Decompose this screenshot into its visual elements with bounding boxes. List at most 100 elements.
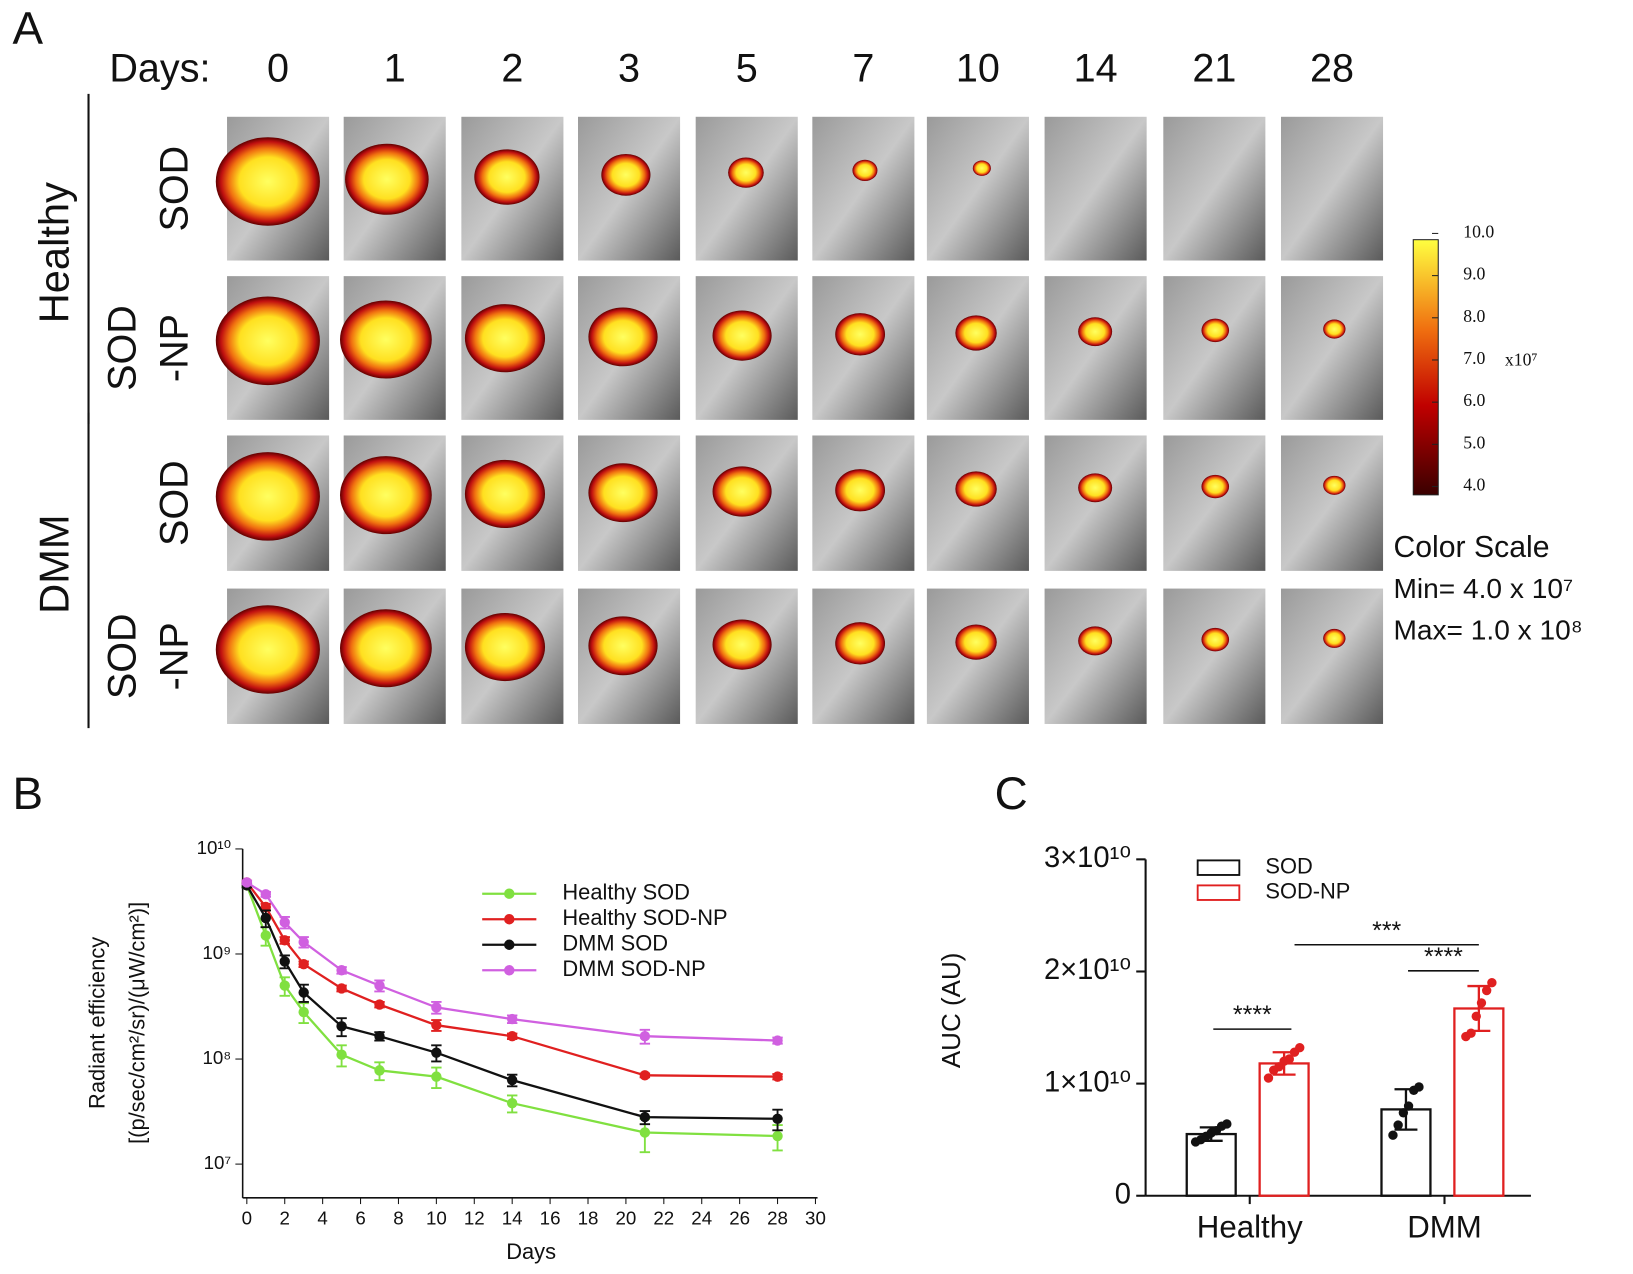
legend-swatch — [1196, 884, 1241, 901]
series-marker — [241, 877, 253, 888]
image-tile — [812, 116, 915, 261]
signal-blob — [712, 619, 772, 670]
signal-blob — [1323, 319, 1346, 339]
colorbar-tick-label: 5.0 — [1463, 432, 1485, 452]
image-tile — [1163, 276, 1266, 420]
data-point — [1263, 1073, 1274, 1083]
day-label: 2 — [501, 46, 523, 90]
image-tile — [1044, 588, 1147, 724]
y-tick-label: 0 — [1115, 1178, 1131, 1210]
significance-label: **** — [1233, 1001, 1272, 1029]
data-point — [1471, 1011, 1481, 1022]
y-axis-label: Radiant efficiency — [85, 937, 110, 1109]
data-point — [1403, 1101, 1414, 1111]
signal-blob — [464, 612, 546, 682]
signal-blob — [728, 157, 764, 188]
legend-marker — [504, 965, 515, 976]
data-point — [1398, 1108, 1409, 1118]
signal-blob — [1078, 626, 1113, 656]
colorbar — [1412, 239, 1439, 496]
data-point — [1414, 1082, 1424, 1092]
day-label: 3 — [618, 46, 640, 90]
series-marker — [279, 935, 290, 946]
data-point — [1284, 1054, 1295, 1064]
signal-blob — [588, 616, 658, 676]
day-label: 28 — [1310, 46, 1354, 90]
x-tick-label: 10 — [426, 1208, 447, 1229]
series-marker — [772, 1113, 783, 1124]
x-tick-label: 30 — [805, 1208, 826, 1229]
series-marker — [431, 1047, 442, 1058]
series-marker — [298, 987, 309, 998]
x-tick-label: 28 — [767, 1208, 788, 1229]
x-tick-label: 14 — [502, 1208, 523, 1229]
colorbar-tick-label: 7.0 — [1463, 348, 1485, 368]
series-marker — [772, 1035, 783, 1046]
x-tick-label: 6 — [355, 1208, 365, 1229]
x-axis-label: Days — [506, 1239, 556, 1264]
color-scale-min: Min= 4.0 x 10⁷ — [1393, 573, 1573, 604]
series-line — [245, 881, 778, 1078]
series-marker — [639, 1127, 651, 1138]
image-tile — [926, 116, 1029, 261]
image-tile — [1044, 116, 1147, 261]
data-point — [1295, 1043, 1305, 1053]
legend-marker — [504, 914, 515, 925]
x-tick-label: 24 — [691, 1208, 712, 1229]
group-label: DMM — [30, 514, 77, 613]
x-tick-label: 16 — [540, 1208, 561, 1229]
signal-blob — [1201, 627, 1230, 652]
series-marker — [374, 999, 385, 1010]
legend-marker — [504, 939, 515, 950]
x-tick-label: 26 — [729, 1208, 750, 1229]
y-tick-label: 10⁸ — [202, 1047, 231, 1068]
signal-blob — [1078, 317, 1113, 347]
panel-label: C — [995, 768, 1028, 819]
x-tick-label: 18 — [578, 1208, 599, 1229]
legend-label: SOD — [1265, 853, 1312, 878]
row-label: SOD — [100, 613, 144, 699]
day-label: 14 — [1074, 46, 1118, 90]
signal-blob — [215, 452, 320, 541]
legend-swatch — [1196, 859, 1241, 876]
image-tile — [1280, 116, 1384, 261]
colorbar-tick-label: 9.0 — [1463, 264, 1485, 284]
colorbar-tick-label: 8.0 — [1463, 306, 1485, 326]
signal-blob — [1323, 628, 1346, 648]
data-point — [1466, 1028, 1476, 1038]
y-tick-label: 2×10¹⁰ — [1044, 954, 1131, 986]
series-marker — [279, 980, 290, 991]
legend-label: Healthy SOD-NP — [562, 905, 727, 930]
series-marker — [506, 1013, 518, 1025]
legend-marker — [504, 888, 515, 899]
signal-blob — [972, 160, 991, 176]
significance-label: *** — [1372, 917, 1401, 945]
x-tick-label: 8 — [393, 1208, 403, 1229]
signal-blob — [852, 159, 878, 182]
series-marker — [279, 917, 290, 928]
legend-label: DMM SOD-NP — [562, 956, 705, 981]
series-marker — [374, 980, 385, 991]
series-marker — [260, 912, 271, 924]
series-marker — [639, 1111, 651, 1123]
row-label: SOD — [153, 460, 197, 546]
y-tick-label: 1×10¹⁰ — [1044, 1066, 1131, 1098]
x-tick-label: 2 — [280, 1208, 290, 1229]
signal-blob — [835, 469, 886, 512]
series-marker — [374, 1065, 385, 1076]
signal-blob — [835, 313, 886, 356]
data-point — [1481, 985, 1492, 996]
legend-label: SOD-NP — [1265, 878, 1350, 903]
signal-blob — [340, 609, 432, 688]
series-marker — [298, 1006, 309, 1018]
signal-blob — [588, 307, 658, 367]
x-tick-label: 12 — [464, 1208, 485, 1229]
y-tick-label: 10⁹ — [202, 942, 231, 963]
x-tick-label: 22 — [653, 1208, 674, 1229]
row-label: -NP — [153, 314, 197, 382]
signal-blob — [345, 143, 429, 215]
series-marker — [639, 1070, 651, 1081]
image-tile — [1280, 435, 1384, 571]
group-label: Healthy — [30, 182, 77, 323]
image-tile — [1163, 588, 1266, 724]
